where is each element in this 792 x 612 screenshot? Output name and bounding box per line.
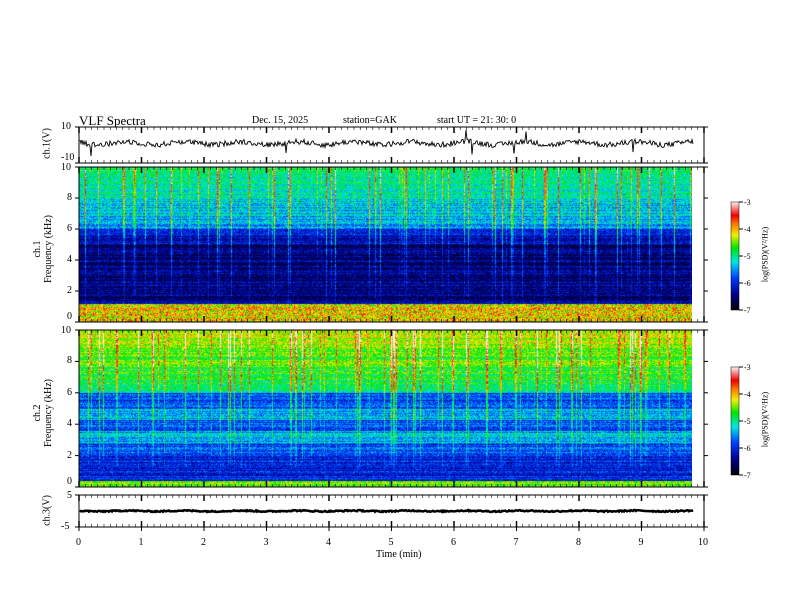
x-tick-label: 7 [513, 537, 519, 548]
ch2-colorbar [731, 367, 739, 475]
colorbar-tick-label: -3 [744, 363, 751, 372]
y-tick-label: 2 [67, 449, 72, 461]
ch3-waveform-ylabel: ch.3(V) [41, 495, 53, 526]
y-tick-label: 6 [67, 223, 72, 234]
ch1-waveform-ylabel: ch.1(V) [41, 128, 53, 159]
y-tick-label: 8 [67, 192, 72, 203]
x-tick-label: 4 [326, 537, 331, 548]
y-tick-label: 0 [67, 311, 72, 322]
y-tick-label: 4 [67, 254, 72, 265]
x-tick-label: 0 [76, 537, 81, 548]
ch1-spectrogram-image [79, 167, 692, 322]
y-tick-label: 8 [67, 355, 72, 367]
y-tick-label: 5 [67, 490, 72, 501]
x-tick-label: 2 [201, 537, 206, 548]
colorbar-tick-label: -6 [744, 279, 751, 288]
x-tick-label: 9 [638, 537, 644, 548]
colorbar-frame [730, 366, 740, 476]
frequency-label: Frequency (kHz) [43, 378, 54, 448]
ch2-spectrogram-image [79, 330, 692, 487]
y-tick-label: 2 [67, 285, 72, 296]
y-tick-label: 10 [61, 121, 71, 132]
ch1-spectrogram-ylabel: ch.1 Frequency (kHz) [32, 204, 54, 294]
colorbar-tick-label: -5 [744, 417, 751, 426]
x-tick-label: 5 [388, 537, 394, 548]
colorbar-tick-label: -4 [744, 225, 751, 234]
figure-title: VLF Spectra [79, 113, 146, 128]
date-label: Dec. 15, 2025 [252, 115, 309, 126]
ch1-waveform-trace [79, 130, 694, 157]
x-tick-label: 1 [138, 537, 144, 548]
ch1-label: ch.1 [32, 240, 43, 258]
ch1-colorbar [731, 202, 739, 310]
colorbar-tick-label: -7 [744, 471, 751, 480]
colorbar-tick-label: -3 [744, 198, 751, 207]
frequency-label: Frequency (kHz) [43, 214, 54, 284]
panel-frame [78, 166, 705, 323]
x-axis-label: Time (min) [376, 549, 422, 560]
y-tick-label: -5 [61, 521, 70, 532]
start-time-label: start UT = 21: 30: 0 [437, 115, 517, 126]
x-tick-label: 10 [698, 537, 708, 548]
colorbar-tick-label: -7 [744, 306, 751, 315]
ch1-colorbar-label: log(PSD)(V²/Hz) [760, 226, 770, 283]
x-tick-label: 8 [576, 537, 581, 548]
colorbar-tick-label: -6 [744, 444, 751, 453]
station-label: station=GAK [343, 115, 397, 126]
x-tick-label: 6 [451, 537, 456, 548]
y-tick-label: -10 [61, 152, 75, 163]
colorbar-frame [730, 201, 740, 311]
y-tick-label: 10 [61, 162, 71, 173]
colorbar-tick-label: -5 [744, 252, 751, 261]
y-tick-label: 4 [67, 418, 72, 430]
ch2-colorbar-label: log(PSD)(V²/Hz) [760, 391, 770, 448]
colorbar-tick-label: -4 [744, 390, 751, 399]
y-tick-label: 6 [67, 386, 72, 398]
y-tick-label: 0 [67, 476, 72, 487]
y-tick-label: 10 [61, 325, 71, 336]
ch2-spectrogram-ylabel: ch.2 Frequency (kHz) [32, 368, 54, 458]
ch2-label: ch.2 [32, 404, 43, 422]
x-tick-label: 3 [263, 537, 269, 548]
panel-frame [78, 329, 705, 488]
ch3-waveform-trace [79, 508, 694, 514]
